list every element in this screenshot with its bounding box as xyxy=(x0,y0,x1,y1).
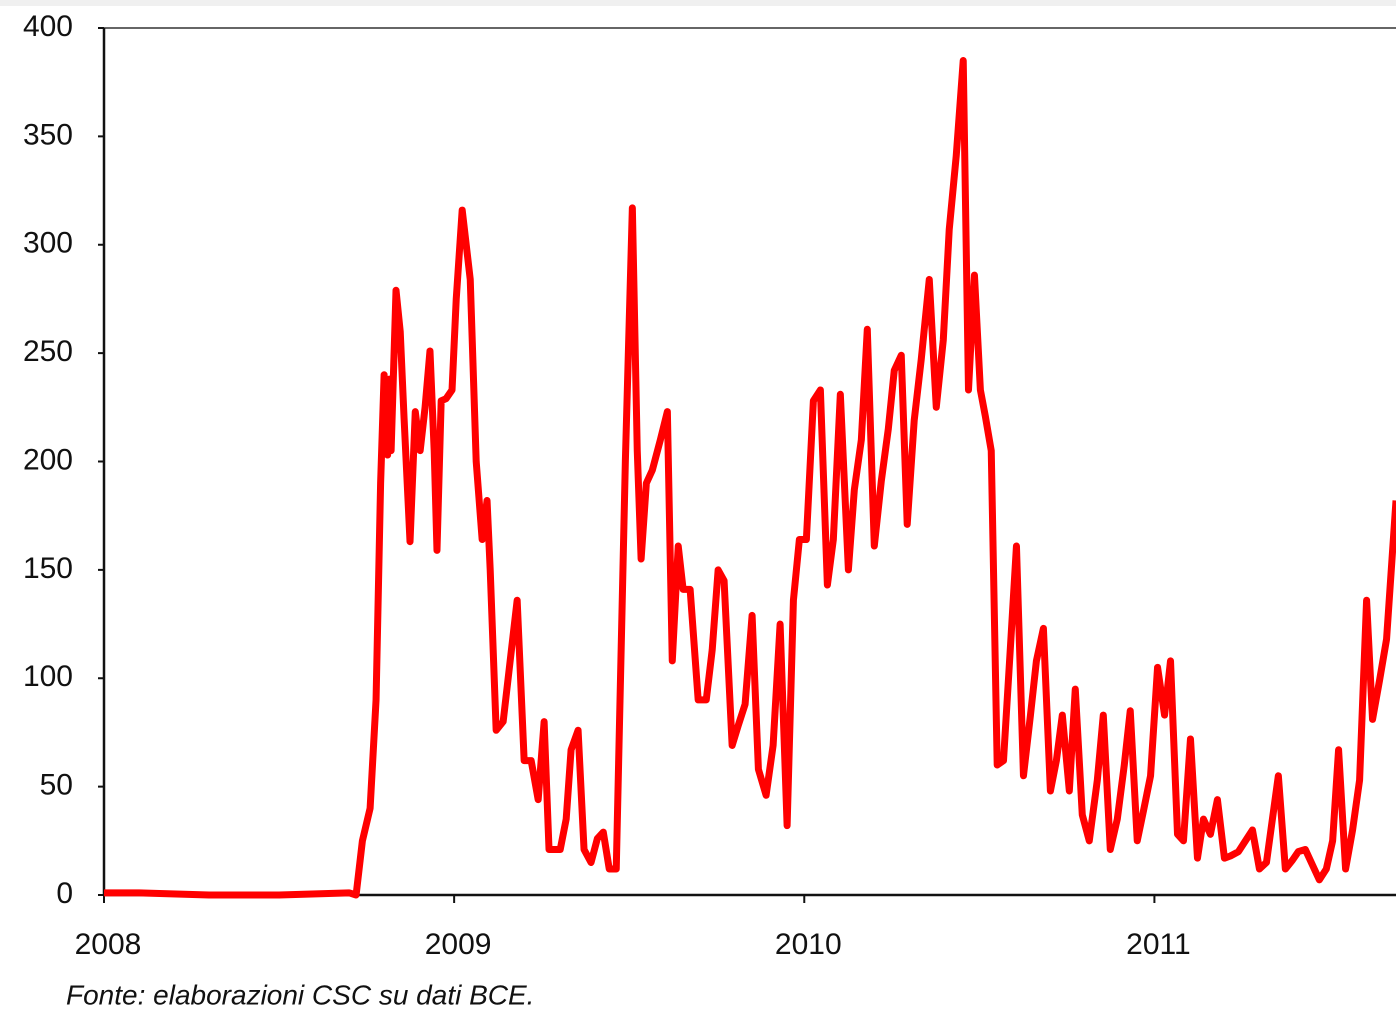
data-line xyxy=(104,57,1396,899)
source-note: Fonte: elaborazioni CSC su dati BCE. xyxy=(66,979,534,1010)
y-tick-label: 150 xyxy=(23,552,73,585)
y-tick-label: 50 xyxy=(40,769,73,802)
x-tick-label: 2009 xyxy=(425,928,492,961)
y-tick-label: 200 xyxy=(23,443,73,476)
y-tick-label: 250 xyxy=(23,335,73,368)
y-tick-label: 0 xyxy=(56,877,73,910)
y-tick-label: 350 xyxy=(23,118,73,151)
y-tick-label: 400 xyxy=(23,10,73,43)
x-tick-label: 2008 xyxy=(75,928,142,961)
x-tick-label: 2010 xyxy=(775,928,842,961)
y-tick-label: 300 xyxy=(23,227,73,260)
y-tick-label: 100 xyxy=(23,660,73,693)
x-tick-label: 2011 xyxy=(1126,928,1191,961)
top-band xyxy=(0,0,1396,6)
